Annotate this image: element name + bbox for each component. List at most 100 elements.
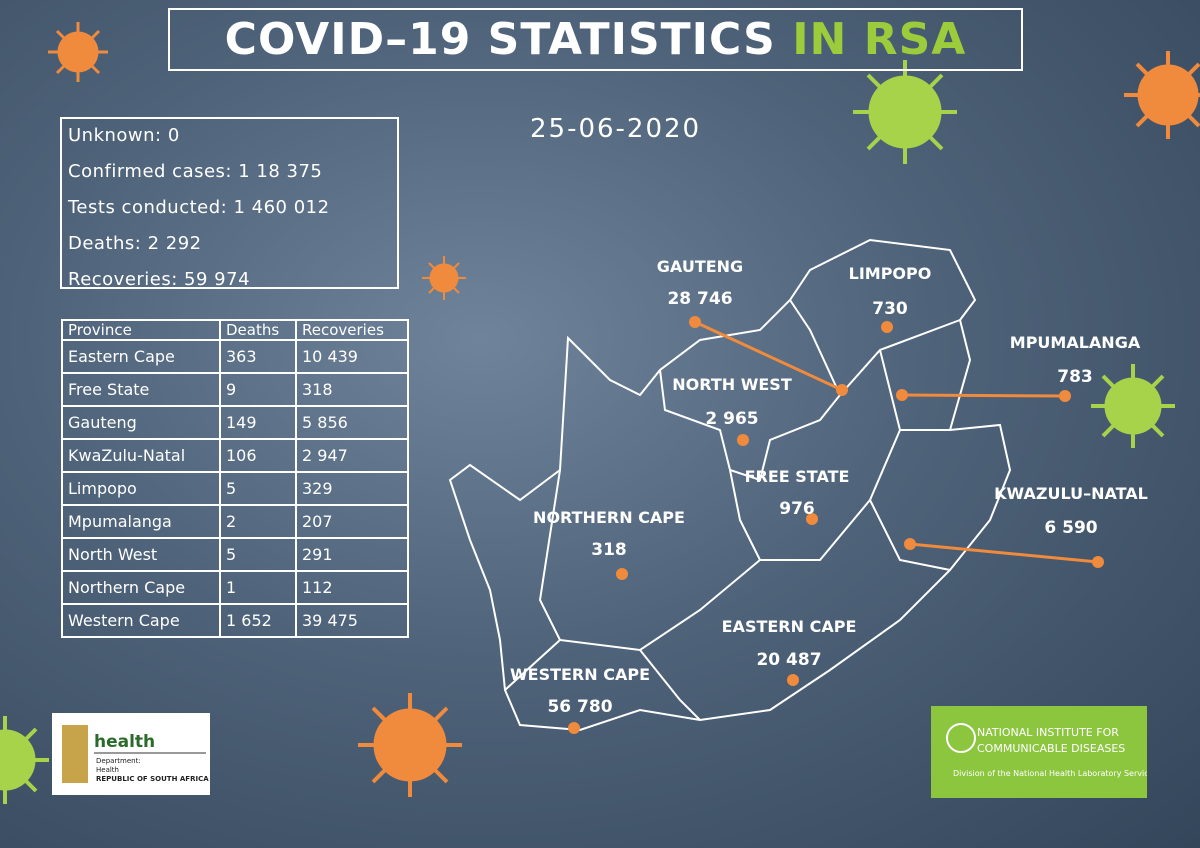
province-marker: [904, 538, 916, 550]
table-cell: 363: [219, 339, 297, 374]
nicd-icon: [946, 723, 976, 753]
table-cell: 39 475: [295, 603, 409, 638]
province-marker: [737, 434, 749, 446]
province-marker: [689, 316, 701, 328]
table-cell: 106: [219, 438, 297, 473]
table-row: Eastern Cape 363 10 439: [61, 339, 409, 374]
health-logo-art: health Department: Health REPUBLIC OF SO…: [62, 725, 209, 783]
province-marker: [896, 389, 908, 401]
table-cell: Western Cape: [61, 603, 221, 638]
title-highlight: IN RSA: [792, 14, 967, 65]
table-cell: 5: [219, 471, 297, 506]
province-cases: 20 487: [756, 650, 821, 670]
nicd-line-1: NATIONAL INSTITUTE FOR: [977, 726, 1119, 739]
nicd-division: Division of the National Health Laborato…: [953, 769, 1147, 778]
province-cases: 783: [1057, 367, 1093, 387]
department: Department:: [96, 757, 141, 765]
table-header-row: Province Deaths Recoveries: [61, 319, 409, 341]
table-cell: 112: [295, 570, 409, 605]
table-cell: 318: [295, 372, 409, 407]
table-cell: 207: [295, 504, 409, 539]
summary-line: Recoveries: 59 974: [68, 269, 251, 290]
summary-line: Confirmed cases: 1 18 375: [68, 161, 323, 182]
province-cases: 976: [779, 499, 815, 519]
table-cell: Free State: [61, 372, 221, 407]
table-cell: 10 439: [295, 339, 409, 374]
province-cases: 28 746: [667, 289, 732, 309]
table-cell: Northern Cape: [61, 570, 221, 605]
province-marker: [836, 384, 848, 396]
table-cell: North West: [61, 537, 221, 572]
nicd-logo-art: NATIONAL INSTITUTE FOR COMMUNICABLE DISE…: [946, 723, 1154, 778]
province-cases: 318: [591, 540, 627, 560]
table-cell: Limpopo: [61, 471, 221, 506]
table-row: KwaZulu-Natal 106 2 947: [61, 438, 409, 473]
province-cases: 6 590: [1044, 518, 1097, 538]
province-table: Province Deaths Recoveries Eastern Cape 363 1…: [61, 319, 409, 638]
country: REPUBLIC OF SOUTH AFRICA: [96, 775, 209, 783]
leader-line: [909, 542, 1099, 564]
table-cell: KwaZulu-Natal: [61, 438, 221, 473]
header-cell: Deaths: [219, 319, 297, 341]
table-cell: 5 856: [295, 405, 409, 440]
province-marker: [787, 674, 799, 686]
date: 25-06-2020: [530, 114, 702, 144]
province-marker: [616, 568, 628, 580]
table-row: Limpopo 5 329: [61, 471, 409, 506]
table-cell: Gauteng: [61, 405, 221, 440]
nicd-line-2: COMMUNICABLE DISEASES: [977, 742, 1125, 755]
province-marker: [1092, 556, 1104, 568]
map-outline: [448, 238, 1012, 732]
header-cell: Province: [61, 319, 221, 341]
table-cell: 1: [219, 570, 297, 605]
summary-line: Tests conducted: 1 460 012: [68, 197, 330, 218]
province-name: EASTERN CAPE: [722, 617, 857, 636]
province-cases: 730: [872, 299, 908, 319]
table-row: Free State 9 318: [61, 372, 409, 407]
virus-decorations: [0, 22, 1200, 804]
nicd-logo: NATIONAL INSTITUTE FOR COMMUNICABLE DISE…: [931, 706, 1154, 798]
leader-line: [901, 393, 1066, 398]
province-marker: [806, 513, 818, 525]
summary-line: Unknown: 0: [68, 125, 180, 146]
province-name: KWAZULU–NATAL: [994, 484, 1148, 503]
title-frame: [168, 8, 1023, 71]
province-name: MPUMALANGA: [1010, 333, 1141, 352]
table-row: North West 5 291: [61, 537, 409, 572]
summary-box: Unknown: 0 Confirmed cases: 1 18 375 Tests…: [60, 117, 399, 290]
table-cell: 149: [219, 405, 297, 440]
table-row: Western Cape 1 652 39 475: [61, 603, 409, 638]
province-cases: 56 780: [547, 697, 612, 717]
table-cell: Mpumalanga: [61, 504, 221, 539]
title-main: COVID–19 STATISTICS: [224, 14, 776, 65]
province-marker: [1059, 390, 1071, 402]
table-cell: 1 652: [219, 603, 297, 638]
health-word: health: [94, 732, 155, 752]
table-cell: 9: [219, 372, 297, 407]
table-row: Northern Cape 1 112: [61, 570, 409, 605]
coat-of-arms: [62, 725, 88, 783]
table-cell: 291: [295, 537, 409, 572]
table-cell: 329: [295, 471, 409, 506]
province-name: NORTH WEST: [672, 375, 792, 394]
table-cell: 5: [219, 537, 297, 572]
title: COVID–19 STATISTICS IN RSA: [168, 8, 1023, 71]
province-name: LIMPOPO: [849, 264, 932, 283]
health-logo: health Department: Health REPUBLIC OF SO…: [52, 713, 210, 795]
table-row: Mpumalanga 2 207: [61, 504, 409, 539]
leader-line: [694, 320, 843, 392]
province-marker: [568, 722, 580, 734]
province-cases: 2 965: [705, 409, 758, 429]
province-name: FREE STATE: [745, 467, 850, 486]
summary-line: Deaths: 2 292: [68, 233, 202, 254]
table-cell: 2 947: [295, 438, 409, 473]
province-name: NORTHERN CAPE: [533, 508, 685, 527]
table-cell: Eastern Cape: [61, 339, 221, 374]
province-marker: [881, 321, 893, 333]
header-cell: Recoveries: [295, 319, 409, 341]
table-row: Gauteng 149 5 856: [61, 405, 409, 440]
province-name: GAUTENG: [657, 257, 743, 276]
province-name: WESTERN CAPE: [510, 665, 650, 684]
